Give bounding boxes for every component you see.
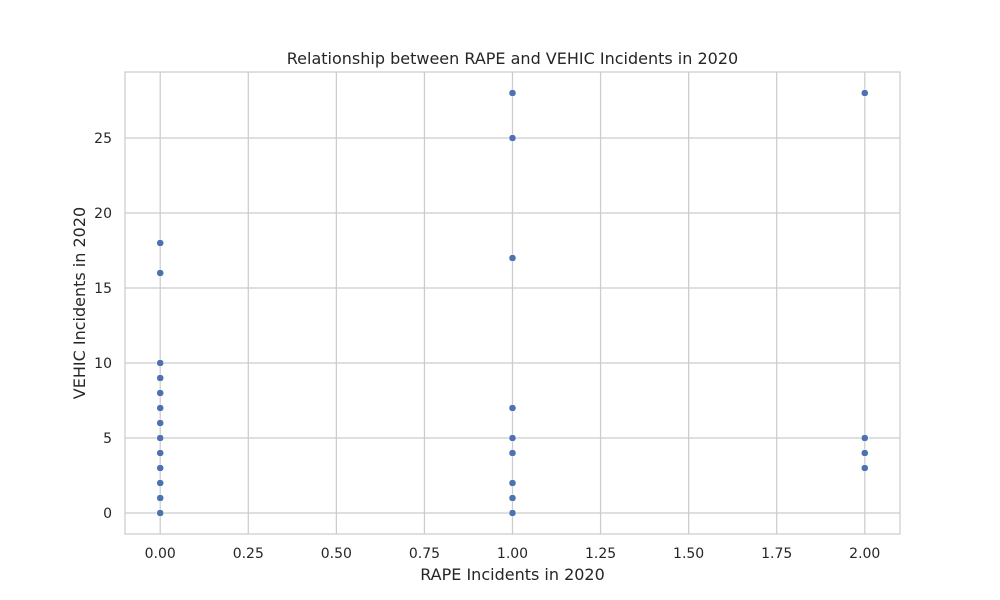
scatter-point xyxy=(508,89,517,97)
y-tick-label: 5 xyxy=(103,431,112,447)
y-tick-label: 25 xyxy=(94,131,112,147)
scatter-point xyxy=(860,464,869,472)
scatter-point xyxy=(156,239,165,247)
x-tick-label: 1.50 xyxy=(673,546,704,562)
x-tick-label: 0.75 xyxy=(409,546,440,562)
chart-title: Relationship between RAPE and VEHIC Inci… xyxy=(287,49,738,68)
x-tick-label: 1.25 xyxy=(585,546,616,562)
y-tick-label: 15 xyxy=(94,281,112,297)
scatter-point xyxy=(508,434,517,442)
scatter-point xyxy=(860,449,869,457)
y-tick-labels: 0 5 10 15 20 25 xyxy=(94,131,112,522)
scatter-point xyxy=(860,434,869,442)
scatter-point xyxy=(156,374,165,382)
scatter-point xyxy=(508,404,517,412)
scatter-point xyxy=(156,359,165,367)
x-tick-label: 1.00 xyxy=(497,546,528,562)
scatter-point xyxy=(156,464,165,472)
x-tick-labels: 0.00 0.25 0.50 0.75 1.00 1.25 1.50 1.75 2.00 xyxy=(145,546,881,562)
scatter-point xyxy=(156,389,165,397)
scatter-point xyxy=(860,89,869,97)
scatter-point xyxy=(156,494,165,502)
grid-lines xyxy=(125,72,900,534)
x-tick-label: 2.00 xyxy=(849,546,880,562)
x-tick-label: 1.75 xyxy=(761,546,792,562)
x-tick-label: 0.50 xyxy=(321,546,352,562)
scatter-point xyxy=(508,509,517,517)
scatter-point xyxy=(156,434,165,442)
plot-area-frame xyxy=(124,71,901,535)
x-tick-label: 0.00 xyxy=(145,546,176,562)
y-axis-label: VEHIC Incidents in 2020 xyxy=(70,207,89,399)
x-axis-label: RAPE Incidents in 2020 xyxy=(420,565,605,584)
scatter-point xyxy=(156,404,165,412)
scatter-point xyxy=(156,269,165,277)
scatter-point xyxy=(156,419,165,427)
y-tick-label: 20 xyxy=(94,206,112,222)
scatter-point xyxy=(508,134,517,142)
scatter-point xyxy=(508,494,517,502)
x-tick-label: 0.25 xyxy=(233,546,264,562)
scatter-point xyxy=(508,479,517,487)
data-points xyxy=(156,89,869,517)
scatter-point xyxy=(156,449,165,457)
y-tick-label: 0 xyxy=(103,506,112,522)
scatter-point xyxy=(508,449,517,457)
scatter-point xyxy=(508,254,517,262)
y-tick-label: 10 xyxy=(94,356,112,372)
scatter-point xyxy=(156,509,165,517)
scatter-point xyxy=(156,479,165,487)
